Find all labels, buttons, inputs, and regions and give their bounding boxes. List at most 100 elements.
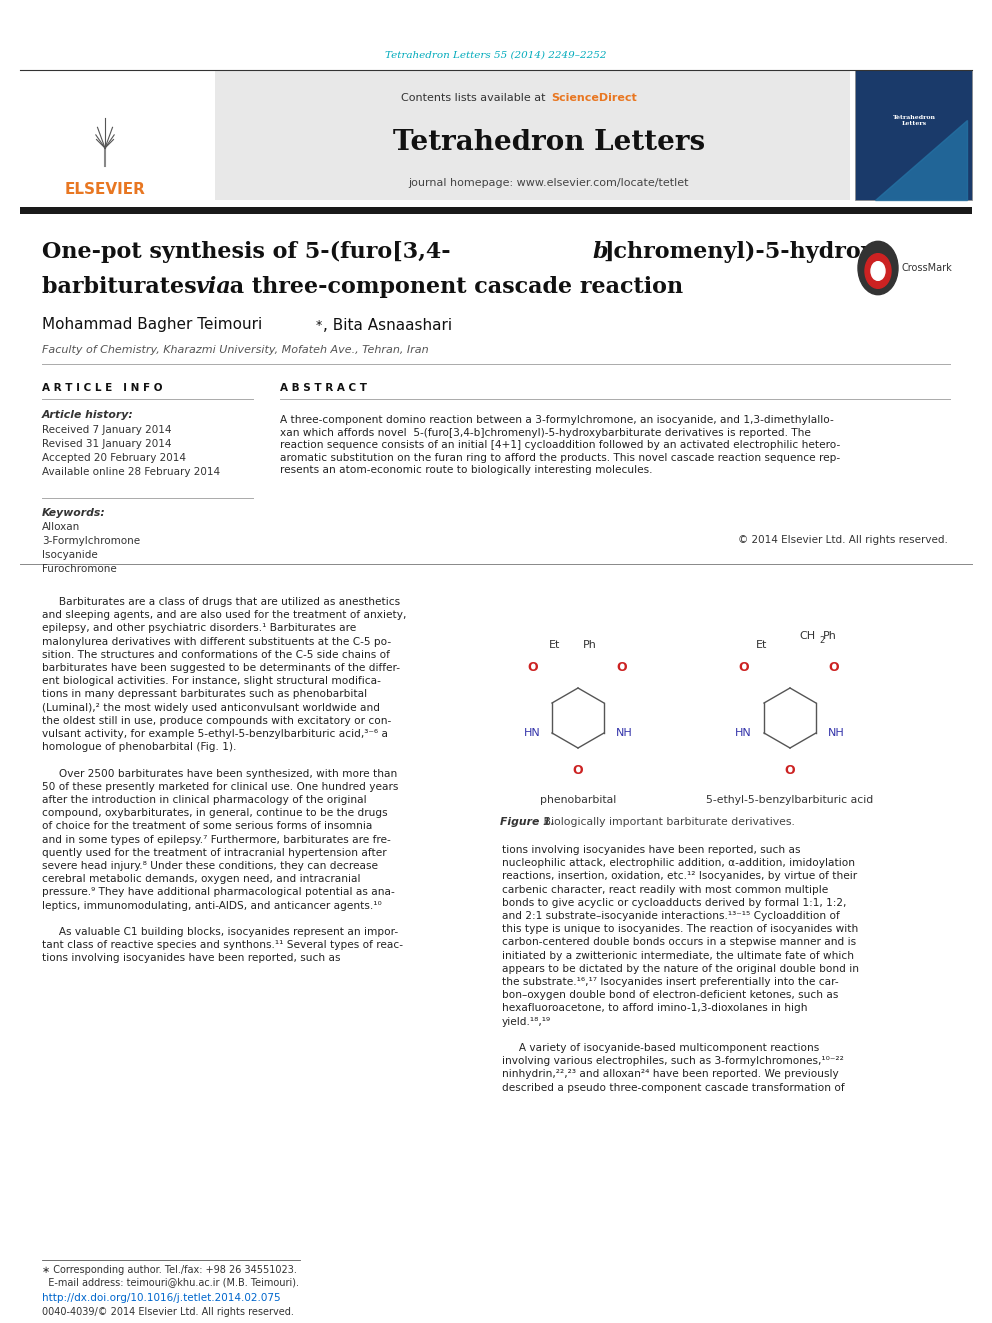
- Text: Contents lists available at: Contents lists available at: [401, 93, 549, 103]
- Text: A variety of isocyanide-based multicomponent reactions: A variety of isocyanide-based multicompo…: [502, 1043, 819, 1053]
- Text: O: O: [785, 763, 796, 777]
- Text: Alloxan: Alloxan: [42, 523, 80, 532]
- Text: barbiturates: barbiturates: [42, 277, 204, 298]
- Text: 5-ethyl-5-benzylbarbituric acid: 5-ethyl-5-benzylbarbituric acid: [706, 795, 874, 804]
- Text: Furochromone: Furochromone: [42, 564, 117, 574]
- Text: HN: HN: [735, 728, 752, 738]
- Text: © 2014 Elsevier Ltd. All rights reserved.: © 2014 Elsevier Ltd. All rights reserved…: [738, 534, 948, 545]
- FancyBboxPatch shape: [855, 70, 972, 200]
- Text: Tetrahedron Letters 55 (2014) 2249–2252: Tetrahedron Letters 55 (2014) 2249–2252: [385, 50, 607, 60]
- Text: and in some types of epilepsy.⁷ Furthermore, barbiturates are fre-: and in some types of epilepsy.⁷ Furtherm…: [42, 835, 391, 844]
- Text: One-pot synthesis of 5-(furo[3,4-: One-pot synthesis of 5-(furo[3,4-: [42, 241, 450, 263]
- Text: xan which affords novel  5-(furo[3,4-b]chromenyl)-5-hydroxybarbiturate derivativ: xan which affords novel 5-(furo[3,4-b]ch…: [280, 427, 810, 438]
- Text: ELSEVIER: ELSEVIER: [64, 183, 146, 197]
- Text: cerebral metabolic demands, oxygen need, and intracranial: cerebral metabolic demands, oxygen need,…: [42, 875, 360, 884]
- Text: appears to be dictated by the nature of the original double bond in: appears to be dictated by the nature of …: [502, 963, 859, 974]
- Text: initiated by a zwitterionic intermediate, the ultimate fate of which: initiated by a zwitterionic intermediate…: [502, 951, 854, 960]
- Text: aromatic substitution on the furan ring to afford the products. This novel casca: aromatic substitution on the furan ring …: [280, 452, 840, 463]
- Text: ]chromenyl)-5-hydroxy: ]chromenyl)-5-hydroxy: [603, 241, 887, 263]
- Text: http://dx.doi.org/10.1016/j.tetlet.2014.02.075: http://dx.doi.org/10.1016/j.tetlet.2014.…: [42, 1293, 281, 1303]
- Text: after the introduction in clinical pharmacology of the original: after the introduction in clinical pharm…: [42, 795, 367, 804]
- Text: Et: Et: [550, 640, 560, 650]
- Text: epilepsy, and other psychiatric disorders.¹ Barbiturates are: epilepsy, and other psychiatric disorder…: [42, 623, 356, 634]
- Text: phenobarbital: phenobarbital: [540, 795, 616, 804]
- Text: bon–oxygen double bond of electron-deficient ketones, such as: bon–oxygen double bond of electron-defic…: [502, 990, 838, 1000]
- FancyBboxPatch shape: [20, 206, 972, 214]
- Text: carbenic character, react readily with most common multiple: carbenic character, react readily with m…: [502, 885, 828, 894]
- Text: severe head injury.⁸ Under these conditions, they can decrease: severe head injury.⁸ Under these conditi…: [42, 861, 378, 871]
- Text: 0040-4039/© 2014 Elsevier Ltd. All rights reserved.: 0040-4039/© 2014 Elsevier Ltd. All right…: [42, 1307, 294, 1316]
- Text: nucleophilic attack, electrophilic addition, α-addition, imidoylation: nucleophilic attack, electrophilic addit…: [502, 859, 855, 868]
- Text: b: b: [592, 241, 607, 263]
- Circle shape: [858, 241, 898, 295]
- Text: CrossMark: CrossMark: [902, 263, 952, 273]
- Text: the oldest still in use, produce compounds with excitatory or con-: the oldest still in use, produce compoun…: [42, 716, 391, 726]
- Text: malonylurea derivatives with different substituents at the C-5 po-: malonylurea derivatives with different s…: [42, 636, 391, 647]
- Text: Biologically important barbiturate derivatives.: Biologically important barbiturate deriv…: [540, 818, 795, 827]
- Text: involving various electrophiles, such as 3-formylchromones,¹⁰⁻²²: involving various electrophiles, such as…: [502, 1056, 844, 1066]
- Text: NH: NH: [616, 728, 633, 738]
- Text: Accepted 20 February 2014: Accepted 20 February 2014: [42, 452, 186, 463]
- Text: Et: Et: [756, 640, 768, 650]
- Text: O: O: [572, 763, 583, 777]
- FancyBboxPatch shape: [20, 70, 212, 200]
- Text: Keywords:: Keywords:: [42, 508, 106, 519]
- Text: CH: CH: [799, 631, 815, 642]
- Text: pressure.⁹ They have additional pharmacological potential as ana-: pressure.⁹ They have additional pharmaco…: [42, 888, 395, 897]
- Text: A three-component domino reaction between a 3-formylchromone, an isocyanide, and: A three-component domino reaction betwee…: [280, 415, 833, 425]
- Text: reactions, insertion, oxidation, etc.¹² Isocyanides, by virtue of their: reactions, insertion, oxidation, etc.¹² …: [502, 872, 857, 881]
- Text: A B S T R A C T: A B S T R A C T: [280, 382, 367, 393]
- Text: and 2:1 substrate–isocyanide interactions.¹³⁻¹⁵ Cycloaddition of: and 2:1 substrate–isocyanide interaction…: [502, 912, 840, 921]
- Text: O: O: [528, 662, 539, 675]
- Text: A R T I C L E   I N F O: A R T I C L E I N F O: [42, 382, 163, 393]
- Polygon shape: [875, 120, 967, 200]
- Text: compound, oxybarbiturates, in general, continue to be the drugs: compound, oxybarbiturates, in general, c…: [42, 808, 388, 818]
- Text: this type is unique to isocyanides. The reaction of isocyanides with: this type is unique to isocyanides. The …: [502, 925, 858, 934]
- Text: Article history:: Article history:: [42, 410, 134, 419]
- Text: Received 7 January 2014: Received 7 January 2014: [42, 425, 172, 435]
- Text: O: O: [828, 662, 839, 675]
- Text: described a pseudo three-component cascade transformation of: described a pseudo three-component casca…: [502, 1082, 844, 1093]
- Text: E-mail address: teimouri@khu.ac.ir (M.B. Teimouri).: E-mail address: teimouri@khu.ac.ir (M.B.…: [42, 1277, 299, 1287]
- Text: tions involving isocyanides have been reported, such as: tions involving isocyanides have been re…: [502, 845, 801, 855]
- Text: journal homepage: www.elsevier.com/locate/tetlet: journal homepage: www.elsevier.com/locat…: [409, 179, 689, 188]
- Circle shape: [865, 254, 891, 288]
- Text: , Bita Asnaashari: , Bita Asnaashari: [323, 318, 452, 332]
- Text: Tetrahedron
Letters: Tetrahedron Letters: [893, 115, 935, 126]
- Text: Tetrahedron Letters: Tetrahedron Letters: [393, 130, 705, 156]
- Text: via: via: [196, 277, 232, 298]
- Text: of choice for the treatment of some serious forms of insomnia: of choice for the treatment of some seri…: [42, 822, 372, 831]
- Text: Ph: Ph: [823, 631, 837, 642]
- Text: Figure 1.: Figure 1.: [500, 818, 555, 827]
- Text: 2: 2: [819, 635, 824, 644]
- Text: *: *: [316, 319, 322, 332]
- Text: As valuable C1 building blocks, isocyanides represent an impor-: As valuable C1 building blocks, isocyani…: [42, 927, 398, 937]
- Text: 3-Formylchromone: 3-Formylchromone: [42, 536, 140, 546]
- Text: quently used for the treatment of intracranial hypertension after: quently used for the treatment of intrac…: [42, 848, 387, 857]
- Text: O: O: [739, 662, 749, 675]
- Text: ScienceDirect: ScienceDirect: [551, 93, 637, 103]
- Text: NH: NH: [828, 728, 845, 738]
- Text: Revised 31 January 2014: Revised 31 January 2014: [42, 439, 172, 448]
- Text: Available online 28 February 2014: Available online 28 February 2014: [42, 467, 220, 478]
- Text: tions in many depressant barbiturates such as phenobarbital: tions in many depressant barbiturates su…: [42, 689, 367, 700]
- Text: resents an atom-economic route to biologically interesting molecules.: resents an atom-economic route to biolog…: [280, 464, 653, 475]
- Text: Barbiturates are a class of drugs that are utilized as anesthetics: Barbiturates are a class of drugs that a…: [42, 597, 400, 607]
- Circle shape: [871, 262, 885, 280]
- Text: carbon-centered double bonds occurs in a stepwise manner and is: carbon-centered double bonds occurs in a…: [502, 938, 856, 947]
- Text: ∗ Corresponding author. Tel./fax: +98 26 34551023.: ∗ Corresponding author. Tel./fax: +98 26…: [42, 1265, 297, 1275]
- Text: yield.¹⁸,¹⁹: yield.¹⁸,¹⁹: [502, 1016, 552, 1027]
- Text: vulsant activity, for example 5-ethyl-5-benzylbarbituric acid,³⁻⁶ a: vulsant activity, for example 5-ethyl-5-…: [42, 729, 388, 740]
- Text: tant class of reactive species and synthons.¹¹ Several types of reac-: tant class of reactive species and synth…: [42, 941, 403, 950]
- Text: HN: HN: [524, 728, 541, 738]
- Text: a three-component cascade reaction: a three-component cascade reaction: [222, 277, 683, 298]
- Text: homologue of phenobarbital (Fig. 1).: homologue of phenobarbital (Fig. 1).: [42, 742, 236, 753]
- Text: Over 2500 barbiturates have been synthesized, with more than: Over 2500 barbiturates have been synthes…: [42, 769, 397, 779]
- Text: 50 of these presently marketed for clinical use. One hundred years: 50 of these presently marketed for clini…: [42, 782, 399, 791]
- Text: Faculty of Chemistry, Kharazmi University, Mofateh Ave., Tehran, Iran: Faculty of Chemistry, Kharazmi Universit…: [42, 345, 429, 355]
- Text: and sleeping agents, and are also used for the treatment of anxiety,: and sleeping agents, and are also used f…: [42, 610, 407, 620]
- Text: ent biological activities. For instance, slight structural modifica-: ent biological activities. For instance,…: [42, 676, 381, 687]
- Text: (Luminal),² the most widely used anticonvulsant worldwide and: (Luminal),² the most widely used anticon…: [42, 703, 380, 713]
- FancyBboxPatch shape: [215, 70, 850, 200]
- Text: Ph: Ph: [583, 640, 597, 650]
